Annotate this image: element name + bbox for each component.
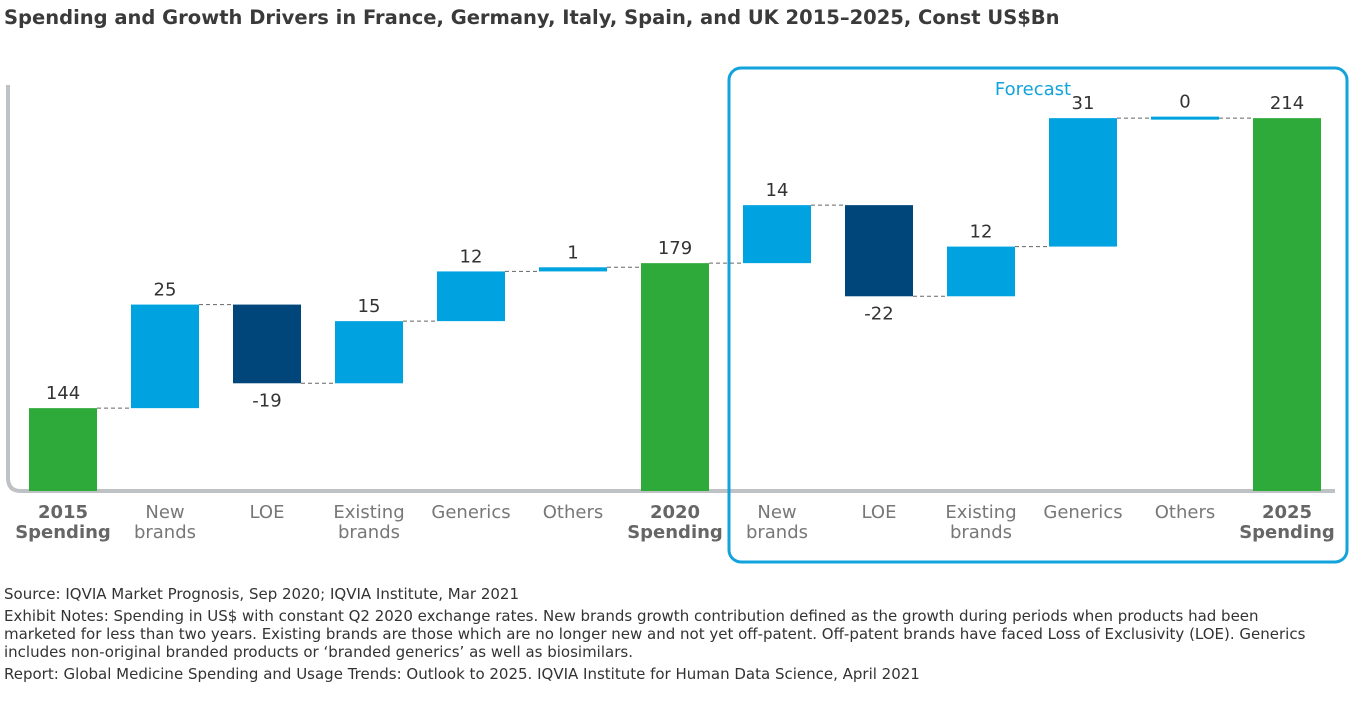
bar xyxy=(437,271,505,322)
value-label: 14 xyxy=(766,180,789,201)
x-tick-label: LOE xyxy=(249,502,285,523)
value-label: 144 xyxy=(46,383,80,404)
note: Report: Global Medicine Spending and Usa… xyxy=(4,665,920,683)
x-tick-label: Generics xyxy=(1043,502,1123,523)
forecast-box xyxy=(727,66,1349,564)
bar xyxy=(1049,118,1117,247)
x-tick-label: Others xyxy=(542,502,604,523)
notes: Source: IQVIA Market Prognosis, Sep 2020… xyxy=(4,585,1334,687)
x-tick-label: Existing brands xyxy=(333,502,405,543)
value-label: 31 xyxy=(1072,93,1095,114)
value-label: -19 xyxy=(252,390,281,411)
bar xyxy=(539,267,607,272)
note: Exhibit Notes: Spending in US$ with cons… xyxy=(4,607,1306,661)
x-tick-label: New brands xyxy=(133,502,197,543)
bar xyxy=(1253,118,1321,492)
bar xyxy=(1151,116,1219,120)
bar xyxy=(641,263,709,491)
forecast-label: Forecast xyxy=(995,79,1071,100)
value-label: 12 xyxy=(460,246,483,267)
x-tick-label: LOE xyxy=(861,502,897,523)
x-tick-label: 2015 Spending xyxy=(15,502,111,543)
x-tick-label: 2025 Spending xyxy=(1239,502,1335,543)
bar xyxy=(743,205,811,264)
bar xyxy=(29,408,97,491)
value-label: 1 xyxy=(567,242,578,263)
x-tick-label: Others xyxy=(1154,502,1216,523)
value-label: 179 xyxy=(658,238,692,259)
x-tick-label: Generics xyxy=(431,502,511,523)
value-label: 15 xyxy=(358,296,381,317)
value-label: -22 xyxy=(864,303,893,324)
bar xyxy=(233,304,301,384)
note: Source: IQVIA Market Prognosis, Sep 2020… xyxy=(4,585,520,603)
value-label: 12 xyxy=(970,222,993,243)
value-label: 214 xyxy=(1270,93,1304,114)
bar xyxy=(947,246,1015,297)
chart-title: Spending and Growth Drivers in France, G… xyxy=(4,6,1060,29)
bar xyxy=(131,304,199,409)
value-label: 0 xyxy=(1179,92,1190,113)
bar xyxy=(335,321,403,384)
bar xyxy=(845,205,913,297)
x-tick-label: Existing brands xyxy=(945,502,1017,543)
value-label: 25 xyxy=(154,280,177,301)
x-tick-label: New brands xyxy=(745,502,809,543)
x-tick-label: 2020 Spending xyxy=(627,502,723,543)
axis xyxy=(6,85,1335,493)
